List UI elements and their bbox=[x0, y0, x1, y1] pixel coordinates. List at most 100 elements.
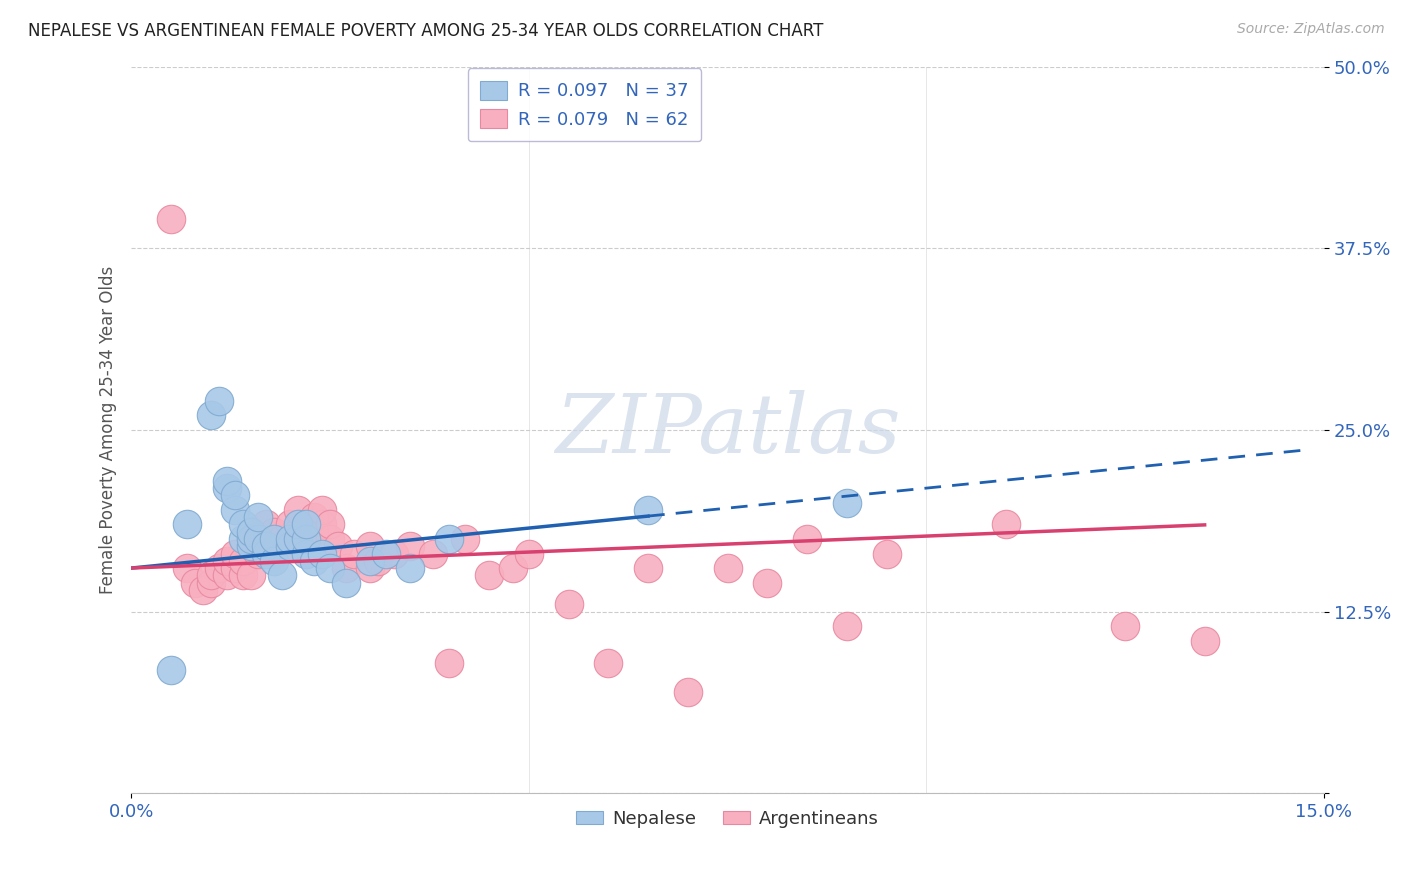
Point bbox=[319, 561, 342, 575]
Point bbox=[287, 524, 309, 539]
Point bbox=[796, 532, 818, 546]
Point bbox=[224, 561, 246, 575]
Point bbox=[239, 532, 262, 546]
Point bbox=[232, 517, 254, 532]
Point bbox=[232, 532, 254, 546]
Point bbox=[1114, 619, 1136, 633]
Point bbox=[254, 539, 277, 553]
Point bbox=[1194, 633, 1216, 648]
Point bbox=[756, 575, 779, 590]
Point bbox=[302, 510, 325, 524]
Point bbox=[263, 524, 285, 539]
Point bbox=[835, 619, 858, 633]
Legend: Nepalese, Argentineans: Nepalese, Argentineans bbox=[569, 803, 886, 835]
Point bbox=[335, 561, 357, 575]
Point bbox=[557, 598, 579, 612]
Point bbox=[215, 554, 238, 568]
Point bbox=[994, 517, 1017, 532]
Point bbox=[200, 568, 222, 582]
Point bbox=[239, 524, 262, 539]
Point bbox=[224, 503, 246, 517]
Point bbox=[247, 532, 270, 546]
Point bbox=[278, 532, 301, 546]
Point bbox=[295, 547, 318, 561]
Point bbox=[263, 532, 285, 546]
Point bbox=[215, 568, 238, 582]
Point bbox=[239, 532, 262, 546]
Point bbox=[311, 547, 333, 561]
Point bbox=[247, 510, 270, 524]
Point bbox=[637, 561, 659, 575]
Point bbox=[295, 517, 318, 532]
Point bbox=[398, 539, 420, 553]
Point bbox=[835, 496, 858, 510]
Point bbox=[271, 568, 294, 582]
Point bbox=[254, 517, 277, 532]
Point bbox=[439, 532, 461, 546]
Point bbox=[343, 547, 366, 561]
Point bbox=[239, 539, 262, 553]
Point bbox=[160, 212, 183, 227]
Point bbox=[335, 575, 357, 590]
Point bbox=[263, 554, 285, 568]
Point bbox=[263, 547, 285, 561]
Point bbox=[295, 517, 318, 532]
Y-axis label: Female Poverty Among 25-34 Year Olds: Female Poverty Among 25-34 Year Olds bbox=[100, 266, 117, 594]
Point bbox=[454, 532, 477, 546]
Point bbox=[637, 503, 659, 517]
Point bbox=[271, 532, 294, 546]
Point bbox=[359, 554, 381, 568]
Point bbox=[200, 575, 222, 590]
Point bbox=[224, 488, 246, 502]
Point bbox=[278, 539, 301, 553]
Point bbox=[224, 547, 246, 561]
Point bbox=[295, 532, 318, 546]
Point bbox=[176, 561, 198, 575]
Point bbox=[160, 663, 183, 677]
Point bbox=[239, 539, 262, 553]
Point bbox=[374, 547, 396, 561]
Point bbox=[254, 532, 277, 546]
Point bbox=[176, 517, 198, 532]
Point bbox=[200, 409, 222, 423]
Point bbox=[359, 561, 381, 575]
Point bbox=[398, 561, 420, 575]
Point bbox=[598, 656, 620, 670]
Point bbox=[302, 524, 325, 539]
Point bbox=[876, 547, 898, 561]
Point bbox=[367, 554, 389, 568]
Point bbox=[439, 656, 461, 670]
Point bbox=[287, 503, 309, 517]
Point bbox=[382, 547, 405, 561]
Point bbox=[478, 568, 501, 582]
Text: Source: ZipAtlas.com: Source: ZipAtlas.com bbox=[1237, 22, 1385, 37]
Point bbox=[208, 393, 231, 408]
Point bbox=[184, 575, 207, 590]
Point bbox=[422, 547, 444, 561]
Point bbox=[254, 547, 277, 561]
Point bbox=[287, 517, 309, 532]
Point bbox=[278, 517, 301, 532]
Point bbox=[311, 503, 333, 517]
Point bbox=[319, 532, 342, 546]
Point bbox=[359, 539, 381, 553]
Point bbox=[215, 474, 238, 488]
Text: ZIPatlas: ZIPatlas bbox=[555, 390, 900, 470]
Point bbox=[247, 547, 270, 561]
Point bbox=[232, 554, 254, 568]
Point bbox=[239, 568, 262, 582]
Point bbox=[716, 561, 738, 575]
Point bbox=[271, 539, 294, 553]
Point bbox=[517, 547, 540, 561]
Point bbox=[208, 561, 231, 575]
Point bbox=[676, 684, 699, 698]
Point bbox=[278, 539, 301, 553]
Text: NEPALESE VS ARGENTINEAN FEMALE POVERTY AMONG 25-34 YEAR OLDS CORRELATION CHART: NEPALESE VS ARGENTINEAN FEMALE POVERTY A… bbox=[28, 22, 824, 40]
Point bbox=[302, 554, 325, 568]
Point bbox=[311, 517, 333, 532]
Point bbox=[319, 517, 342, 532]
Point bbox=[215, 481, 238, 495]
Point bbox=[287, 532, 309, 546]
Point bbox=[295, 532, 318, 546]
Point bbox=[247, 532, 270, 546]
